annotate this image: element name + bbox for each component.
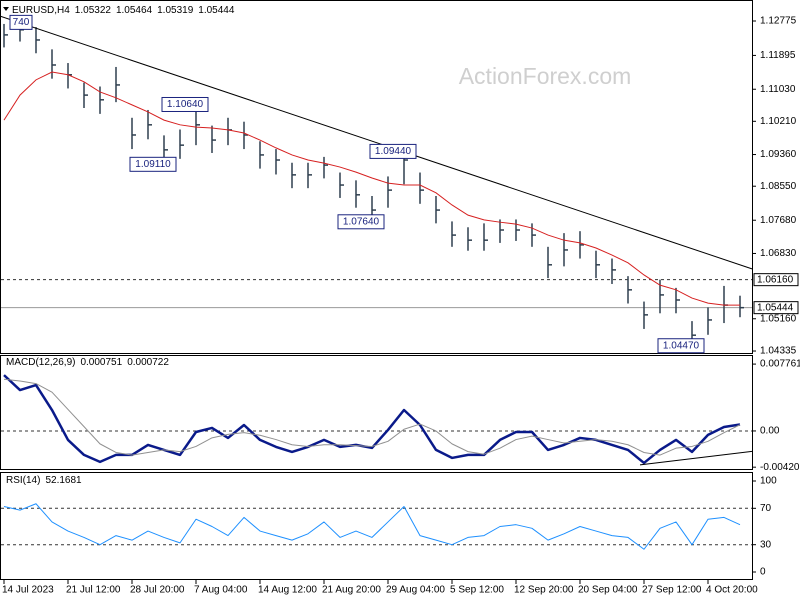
x-tick-label: 14 Jul 2023 [2,585,54,596]
price-label: 1.04470 [663,340,700,351]
watermark: ActionForex.com [459,63,632,89]
price-label-box [9,14,33,30]
trendline [0,15,753,270]
header-title: EURUSD,H4 [12,5,70,16]
y-tick-label: 1.10210 [760,116,797,127]
y-tick-label: 1.05160 [760,313,797,324]
y-tick-label: 0.007761 [760,359,800,370]
y-tick-label: -0.004205 [760,462,800,473]
price-label-box [657,338,705,354]
rsi-panel [0,472,753,580]
price-box [753,273,799,287]
y-tick-label: 100 [760,476,777,487]
header-title: MACD(12,26,9) [6,357,75,368]
price-label-box [129,156,177,172]
price-panel [0,0,753,354]
indicator-line [3,374,741,465]
y-tick-label: 1.11030 [760,84,796,95]
price-label-box [369,143,417,159]
header-value: 1.05322 [75,5,112,16]
price-label: 1.09110 [135,159,171,170]
x-tick-label: 27 Sep 12:00 [642,585,702,596]
x-tick-label: 4 Oct 20:00 [706,585,758,596]
x-tick-label: 29 Aug 04:00 [386,585,445,596]
indicator-line [3,503,741,550]
price-label-box [161,96,209,112]
x-tick-label: 14 Aug 12:00 [258,585,317,596]
price-label: 1.09440 [375,146,412,157]
price-label: 740 [13,17,30,28]
header-value: 1.05319 [157,5,194,16]
macd-panel [0,355,753,470]
y-tick-label: 1.09360 [760,149,797,160]
x-tick-label: 20 Sep 04:00 [578,585,638,596]
x-tick-label: 28 Jul 20:00 [130,585,185,596]
x-tick-label: 21 Jul 12:00 [66,585,121,596]
header-title: RSI(14) [6,475,40,486]
y-tick-label: 1.06830 [760,248,797,259]
price-label: 1.07640 [343,216,380,227]
y-tick-label: 1.04335 [760,346,797,357]
y-tick-label: 0.00 [760,426,780,437]
x-tick-label: 7 Aug 04:00 [194,585,248,596]
header-value: 52.1681 [45,475,82,486]
indicator-header: EURUSD,H4 1.05322 1.05464 1.05319 1.05444 [12,5,235,16]
y-tick-label: 70 [760,503,772,514]
x-tick-label: 12 Sep 20:00 [514,585,574,596]
header-value: 0.000722 [127,357,169,368]
moving-average [3,71,740,306]
header-value: 1.05444 [198,5,235,16]
x-tick-label: 5 Sep 12:00 [450,585,504,596]
price-box-label: 1.05444 [757,302,794,313]
indicator-header: MACD(12,26,9) 0.000751 0.000722 [6,357,169,368]
trendline [639,450,753,466]
price-label-box [337,214,385,230]
y-tick-label: 1.08550 [760,181,797,192]
indicator-header: RSI(14) 52.1681 [6,475,82,486]
price-box [753,301,799,315]
menu-arrow [3,7,9,11]
y-tick-label: 1.07680 [760,215,797,226]
y-tick-label: 30 [760,539,772,550]
header-value: 1.05464 [116,5,153,16]
price-box-label: 1.06160 [757,274,794,285]
y-tick-label: 1.11895 [760,50,796,61]
x-tick-label: 21 Aug 20:00 [322,585,381,596]
header-value: 0.000751 [80,357,122,368]
indicator-line [3,378,741,456]
y-tick-label: 0 [760,567,766,578]
price-label: 1.10640 [167,99,204,110]
y-tick-label: 1.12775 [760,16,797,27]
